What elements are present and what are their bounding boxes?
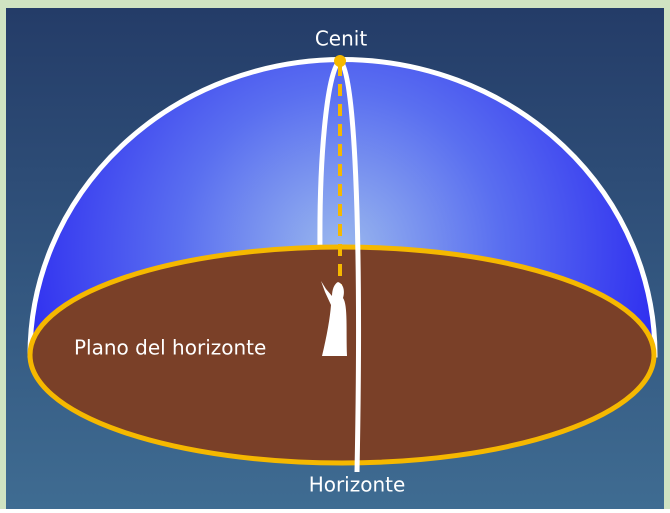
- meridian-front: [338, 58, 361, 473]
- plane-label: Plano del horizonte: [74, 336, 266, 360]
- horizon-label: Horizonte: [309, 473, 406, 497]
- meridian-back: [317, 58, 342, 253]
- observer: [321, 281, 347, 356]
- zenith-label: Cenit: [315, 27, 368, 51]
- zenith-point: [334, 55, 346, 67]
